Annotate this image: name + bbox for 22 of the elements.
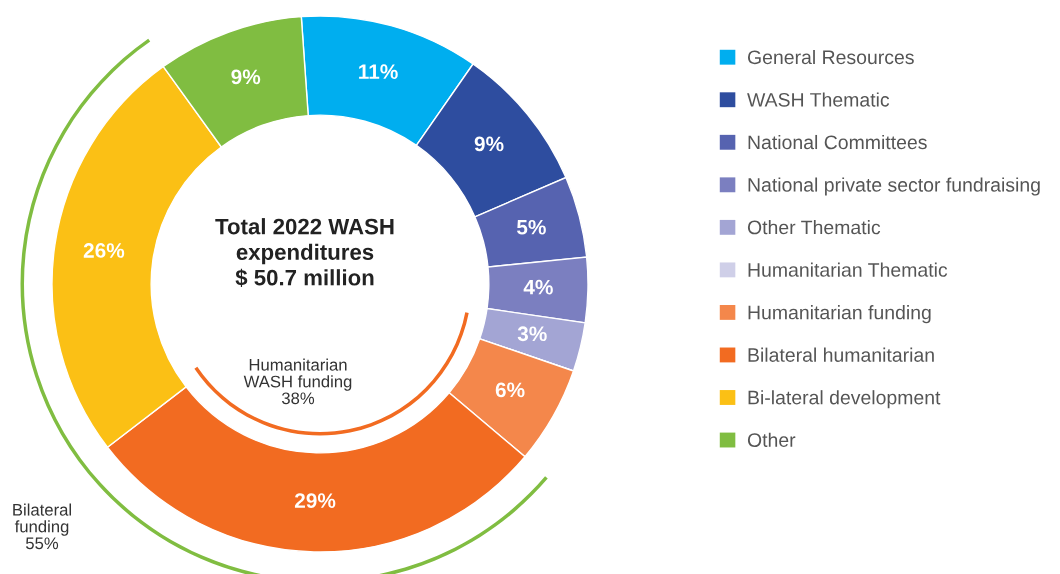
text: Bilateral funding 55%	[13, 503, 71, 550]
text: Total 2022 WASH expenditures $ 50.7 million	[215, 218, 394, 287]
legend-label: Other Thematic	[747, 220, 881, 235]
legend-label: Bi-lateral development	[748, 390, 941, 409]
data-label: 6%	[495, 382, 525, 398]
legend-label: General Resources	[747, 49, 914, 65]
legend-label: National Committees	[748, 134, 927, 150]
data-label: 11%	[359, 64, 398, 79]
text: Humanitarian WASH funding 38%	[243, 358, 352, 405]
data-label: 9%	[231, 69, 261, 85]
legend-label: National private sector fundraising	[748, 177, 1040, 196]
data-label: 9%	[474, 136, 504, 152]
data-label: 3%	[517, 326, 547, 342]
data-label: 4%	[523, 279, 553, 295]
legend-label: Humanitarian funding	[748, 305, 931, 324]
legend-label: WASH Thematic	[747, 92, 890, 107]
legend-label: Other	[747, 432, 796, 447]
data-label: 5%	[516, 219, 546, 235]
legend-label: Bilateral humanitarian	[748, 347, 934, 362]
legend-label: Humanitarian Thematic	[748, 262, 948, 277]
data-label: 29%	[294, 493, 336, 508]
data-label: 26%	[83, 243, 125, 258]
